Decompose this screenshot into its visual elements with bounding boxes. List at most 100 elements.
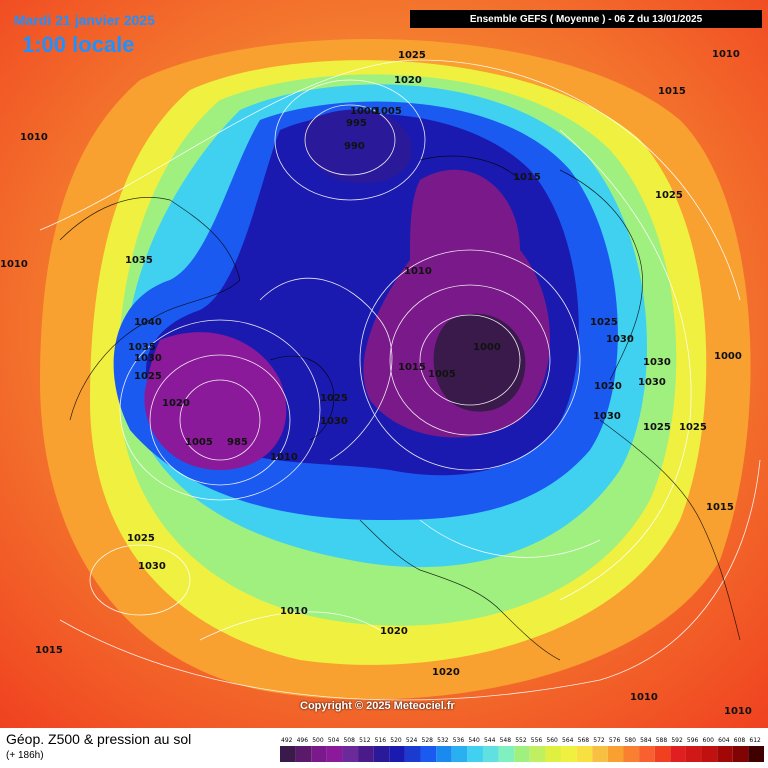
pressure-label: 1010: [270, 452, 298, 463]
pressure-label: 1025: [590, 317, 618, 328]
pressure-label: 1025: [134, 371, 162, 382]
scale-tick-label: 572: [593, 737, 605, 744]
pressure-label: 1025: [655, 190, 683, 201]
scale-tick-label: 592: [671, 737, 683, 744]
scale-swatch: [373, 746, 390, 762]
coastlines: [59, 155, 741, 661]
color-scale: 492 496 500 504 508 512 516 520 524 528 532 536 540 5…: [280, 737, 764, 762]
pressure-label: 1000: [350, 106, 378, 117]
pressure-labels: 1010 1015 1025 1020 1000 1005 995 990 10…: [0, 49, 752, 717]
scale-swatch: [561, 746, 577, 762]
pressure-label: 1015: [706, 502, 734, 513]
scale-swatch: [358, 746, 374, 762]
pressure-label: 1030: [643, 357, 671, 368]
scale-tick-label: 508: [343, 737, 355, 744]
pressure-label: 1035: [125, 255, 153, 266]
scale-tick-label: 536: [453, 737, 465, 744]
pressure-label: 1020: [432, 667, 460, 678]
scale-tick-label: 556: [531, 737, 543, 744]
scale-tick-label: 584: [640, 737, 652, 744]
scale-tick-label: 516: [375, 737, 387, 744]
scale-tick-label: 612: [749, 737, 761, 744]
scale-swatch: [514, 746, 530, 762]
scale-swatch: [748, 746, 764, 762]
scale-tick-label: 492: [281, 737, 293, 744]
scale-swatch: [498, 746, 515, 762]
date-label: Mardi 21 janvier 2025: [14, 12, 155, 28]
product-title: Géop. Z500 & pression au sol: [6, 731, 192, 747]
scale-swatch: [326, 746, 343, 762]
pressure-label: 1020: [394, 75, 422, 86]
scale-tick-label: 560: [546, 737, 558, 744]
scale-swatch: [576, 746, 593, 762]
scale-swatch: [639, 746, 655, 762]
pressure-label: 1030: [593, 411, 621, 422]
pressure-label: 1000: [473, 342, 501, 353]
scale-swatch: [280, 746, 296, 762]
copyright-label: Copyright © 2025 Meteociel.fr: [300, 700, 455, 712]
scale-swatch: [295, 746, 312, 762]
time-label: 1:00 locale: [22, 32, 135, 57]
pressure-label: 995: [346, 118, 367, 129]
scale-swatch: [404, 746, 421, 762]
pressure-label: 1025: [643, 422, 671, 433]
scale-tick-label: 576: [609, 737, 621, 744]
scale-swatch: [670, 746, 686, 762]
scale-swatch: [420, 746, 437, 762]
pressure-label: 1005: [428, 369, 456, 380]
lead-time: (+ 186h): [6, 750, 44, 761]
scale-tick-label: 512: [359, 737, 371, 744]
scale-swatch: [389, 746, 405, 762]
scale-swatch: [654, 746, 671, 762]
scale-tick-label: 608: [734, 737, 746, 744]
scale-tick-label: 552: [515, 737, 527, 744]
pressure-label: 1010: [20, 132, 48, 143]
scale-swatch: [467, 746, 483, 762]
z500-north-low: [304, 109, 412, 184]
pressure-label: 1030: [134, 353, 162, 364]
scale-tick-label: 528: [422, 737, 434, 744]
pressure-label: 1040: [134, 317, 162, 328]
scale-tick-label: 568: [578, 737, 590, 744]
pressure-label: 1015: [513, 172, 541, 183]
scale-swatch: [529, 746, 546, 762]
scale-swatch: [545, 746, 562, 762]
isobar-lines: [39, 59, 761, 701]
scale-tick-label: 520: [390, 737, 402, 744]
scale-swatch: [451, 746, 468, 762]
pressure-label: 1025: [398, 50, 426, 61]
scale-swatch: [482, 746, 499, 762]
scale-tick-label: 500: [312, 737, 324, 744]
scale-tick-label: 604: [718, 737, 730, 744]
scale-tick-label: 596: [687, 737, 699, 744]
pressure-label: 1030: [138, 561, 166, 572]
pressure-label: 1005: [185, 437, 213, 448]
pressure-label: 1015: [35, 645, 63, 656]
scale-swatch: [436, 746, 452, 762]
pressure-label: 1035: [128, 342, 156, 353]
scale-swatch: [607, 746, 624, 762]
pressure-label: 1025: [679, 422, 707, 433]
pressure-label: 1020: [162, 398, 190, 409]
map-area: 1010 1015 1025 1020 1000 1005 995 990 10…: [0, 0, 768, 728]
z500-low-core: [433, 313, 526, 412]
scale-tick-label: 540: [468, 737, 480, 744]
scale-tick-label: 524: [406, 737, 418, 744]
scale-swatch: [701, 746, 718, 762]
run-title: Ensemble GEFS ( Moyenne ) - 06 Z du 13/0…: [410, 10, 762, 28]
scale-tick-label: 588: [656, 737, 668, 744]
scale-tick-label: 580: [624, 737, 636, 744]
pressure-label: 1010: [724, 706, 752, 717]
scale-tick-label: 532: [437, 737, 449, 744]
scale-tick-label: 496: [297, 737, 309, 744]
scale-swatch: [732, 746, 749, 762]
scale-swatch: [623, 746, 640, 762]
scale-tick-label: 544: [484, 737, 496, 744]
pressure-label: 1015: [398, 362, 426, 373]
pressure-label: 1010: [712, 49, 740, 60]
scale-swatch: [342, 746, 359, 762]
pressure-label: 985: [227, 437, 248, 448]
pressure-label: 1025: [320, 393, 348, 404]
scale-swatch: [717, 746, 733, 762]
pressure-label: 1000: [714, 351, 742, 362]
